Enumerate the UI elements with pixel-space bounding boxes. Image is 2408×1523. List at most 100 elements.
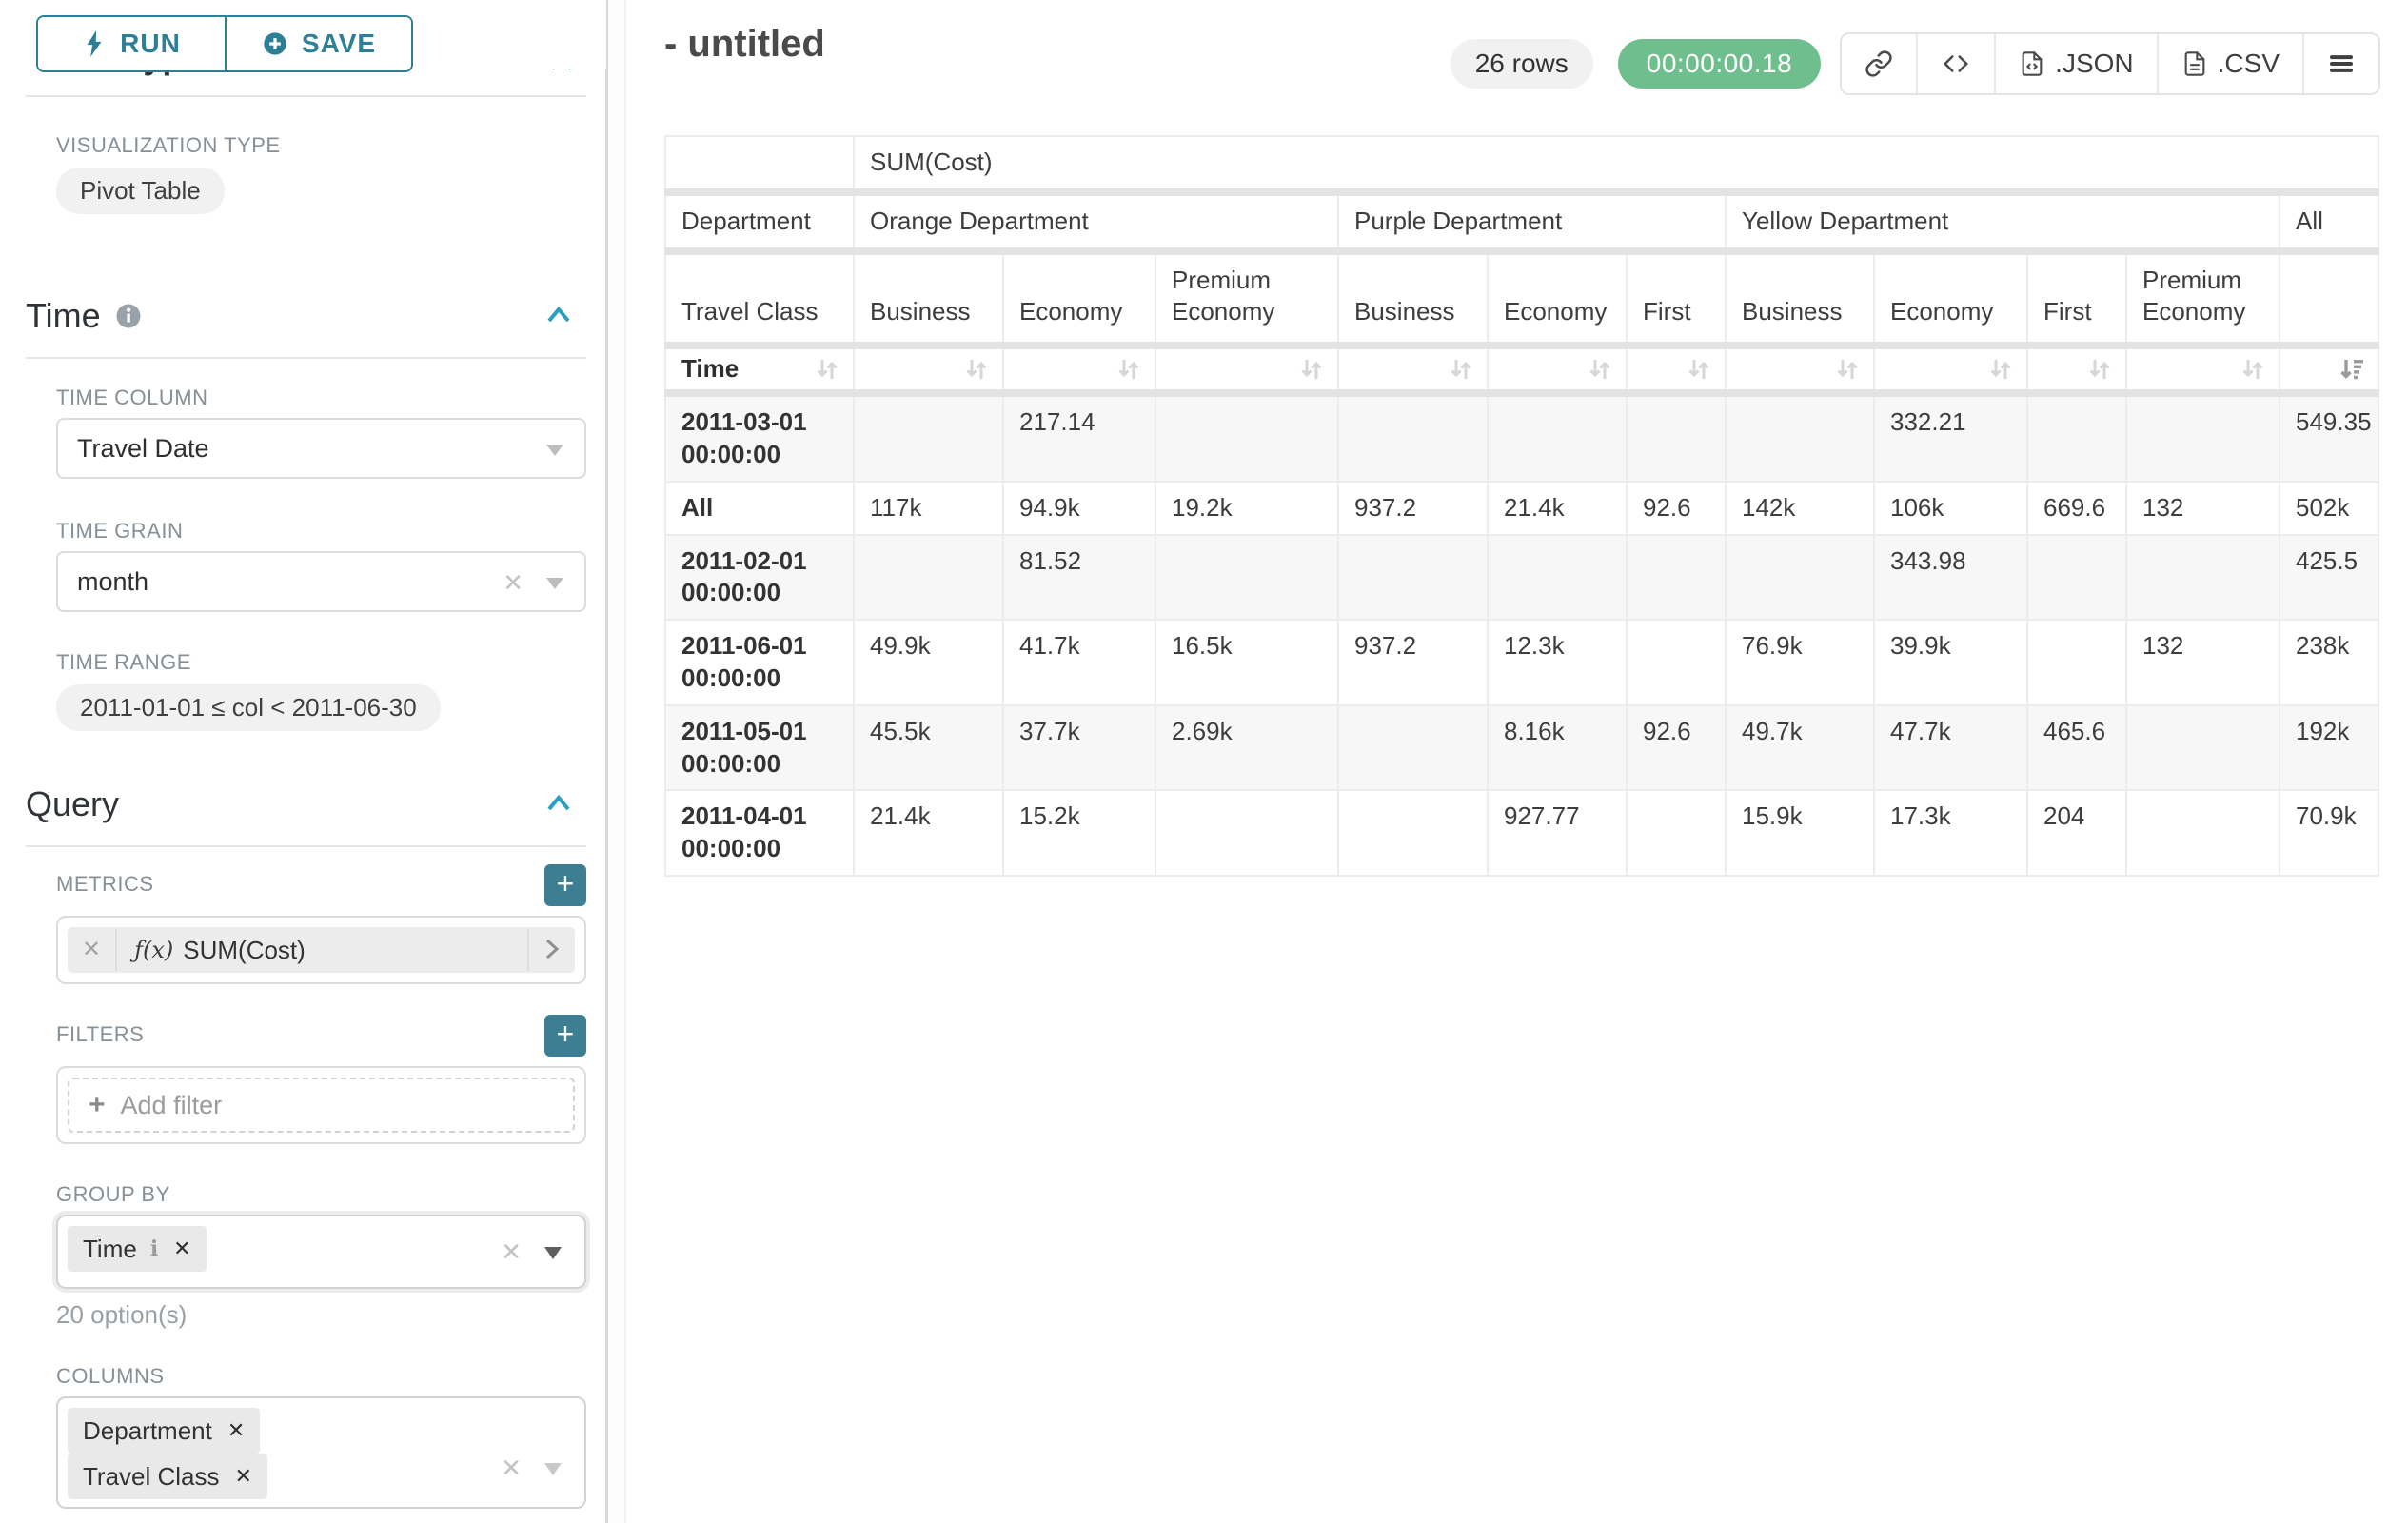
value-cell: 76.9k [1725, 619, 1875, 706]
value-cell: 12.3k [1487, 619, 1628, 706]
column-sort-header[interactable] [2125, 345, 2280, 397]
time-grain-label: TIME GRAIN [56, 519, 184, 543]
metric-pill[interactable]: ✕ ƒ(x) SUM(Cost) [68, 927, 575, 973]
column-sort-header[interactable] [853, 345, 1004, 397]
run-button[interactable]: RUN [38, 17, 225, 70]
group-by-tag-time[interactable]: Time i ✕ [68, 1226, 207, 1272]
time-column-select[interactable]: Travel Date [56, 418, 586, 479]
row-count-badge: 26 rows [1450, 39, 1593, 89]
file-json-icon [2022, 51, 2043, 76]
viz-type-field: VISUALIZATION TYPE Pivot Table [56, 133, 586, 214]
tag-label: Travel Class [83, 1461, 220, 1491]
value-cell: 2.69k [1155, 703, 1339, 792]
sort-icon [966, 360, 987, 380]
caret-down-icon [546, 445, 563, 456]
value-cell [1337, 391, 1489, 483]
value-cell [2125, 789, 2280, 877]
remove-metric-icon[interactable]: ✕ [68, 929, 118, 971]
embed-code-button[interactable] [1916, 34, 1994, 93]
time-sort-header[interactable]: Time [664, 345, 855, 397]
value-cell [1626, 789, 1727, 877]
value-cell [2125, 703, 2280, 792]
column-sort-header[interactable] [1626, 345, 1727, 397]
time-range-pill[interactable]: 2011-01-01 ≤ col < 2011-06-30 [56, 684, 441, 731]
value-cell: 92.6 [1626, 480, 1727, 536]
remove-tag-icon[interactable]: ✕ [234, 1464, 252, 1488]
run-save-button-group: RUN SAVE [36, 15, 413, 72]
clear-all-icon[interactable]: ✕ [501, 1454, 522, 1482]
caret-down-icon[interactable] [544, 1247, 562, 1259]
column-sort-header[interactable] [1337, 345, 1489, 397]
time-grain-select[interactable]: month ✕ [56, 551, 586, 612]
value-cell: 17.3k [1873, 789, 2028, 877]
export-json-button[interactable]: .JSON [1994, 34, 2156, 93]
columns-tag-travel-class[interactable]: Travel Class ✕ [68, 1454, 267, 1499]
column-sort-header[interactable] [2026, 345, 2127, 397]
travel-class-header: Business [1725, 249, 1875, 350]
menu-button[interactable] [2302, 34, 2378, 93]
panel-divider[interactable] [605, 0, 608, 1523]
group-by-field: GROUP BY Time i ✕ ✕ 20 option(s) [56, 1182, 586, 1330]
remove-tag-icon[interactable]: ✕ [173, 1236, 191, 1260]
section-divider [26, 357, 586, 359]
value-cell: 21.4k [853, 789, 1004, 877]
filters-container: + Add filter [56, 1066, 586, 1144]
group-by-select[interactable]: Time i ✕ ✕ [56, 1215, 586, 1289]
chevron-up-icon[interactable] [543, 302, 575, 326]
column-sort-header[interactable] [1873, 345, 2028, 397]
value-cell: 16.5k [1155, 619, 1339, 706]
code-icon [1944, 55, 1969, 72]
chevron-right-icon[interactable] [527, 929, 575, 971]
clear-icon[interactable]: ✕ [503, 568, 523, 597]
tag-label: Time [83, 1234, 137, 1263]
column-sort-header[interactable] [1002, 345, 1156, 397]
value-cell: 47.7k [1873, 703, 2028, 792]
column-sort-header[interactable] [2278, 345, 2380, 397]
metrics-container: ✕ ƒ(x) SUM(Cost) [56, 916, 586, 984]
columns-select[interactable]: Department ✕ Travel Class ✕ ✕ [56, 1396, 586, 1509]
add-filter-button[interactable]: + [544, 1015, 586, 1057]
value-cell [1626, 619, 1727, 706]
pivot-table-container: SUM(Cost) Department Orange Department P… [664, 135, 2380, 877]
explore-control-panel: Chart Type RUN SAVE VISUALIZATION TYPE P… [0, 0, 606, 1523]
viz-type-pill[interactable]: Pivot Table [56, 168, 225, 214]
value-cell [1337, 789, 1489, 877]
group-by-label: GROUP BY [56, 1182, 170, 1206]
time-section-header[interactable]: Time [26, 296, 586, 336]
travel-class-header: Business [853, 249, 1004, 350]
travel-class-header: First [2026, 249, 2127, 350]
columns-tag-department[interactable]: Department ✕ [68, 1408, 261, 1454]
add-filter-placeholder: Add filter [120, 1090, 223, 1119]
time-range-field: TIME RANGE 2011-01-01 ≤ col < 2011-06-30 [56, 650, 586, 731]
query-section-header[interactable]: Query [26, 784, 586, 824]
time-range-label: TIME RANGE [56, 650, 191, 674]
row-label: 2011-04-01 00:00:00 [664, 789, 855, 877]
value-cell: 94.9k [1002, 480, 1156, 536]
value-cell: 132 [2125, 619, 2280, 706]
row-label: All [664, 480, 855, 536]
table-row: 2011-02-01 00:00:00 81.52 343.98 425.5 [664, 533, 2380, 622]
value-cell: 132 [2125, 480, 2280, 536]
add-metric-button[interactable]: + [544, 864, 586, 906]
column-sort-header[interactable] [1487, 345, 1628, 397]
sort-icon [817, 360, 838, 380]
value-cell [1155, 533, 1339, 622]
add-filter-dropzone[interactable]: + Add filter [68, 1078, 575, 1133]
chevron-up-icon[interactable] [543, 790, 575, 815]
chart-title[interactable]: - untitled [664, 23, 825, 65]
column-sort-header[interactable] [1155, 345, 1339, 397]
plus-circle-icon [264, 32, 286, 55]
time-grain-value: month [77, 566, 149, 596]
remove-tag-icon[interactable]: ✕ [227, 1418, 246, 1442]
save-button[interactable]: SAVE [225, 17, 411, 70]
value-cell: 117k [853, 480, 1004, 536]
value-cell [1155, 391, 1339, 483]
caret-down-icon[interactable] [544, 1463, 562, 1475]
metric-name: SUM(Cost) [183, 935, 306, 964]
value-cell [1626, 391, 1727, 483]
export-csv-button[interactable]: .CSV [2156, 34, 2302, 93]
time-column-label: TIME COLUMN [56, 386, 208, 409]
column-sort-header[interactable] [1725, 345, 1875, 397]
clear-all-icon[interactable]: ✕ [501, 1237, 522, 1266]
copy-link-button[interactable] [1842, 34, 1916, 93]
